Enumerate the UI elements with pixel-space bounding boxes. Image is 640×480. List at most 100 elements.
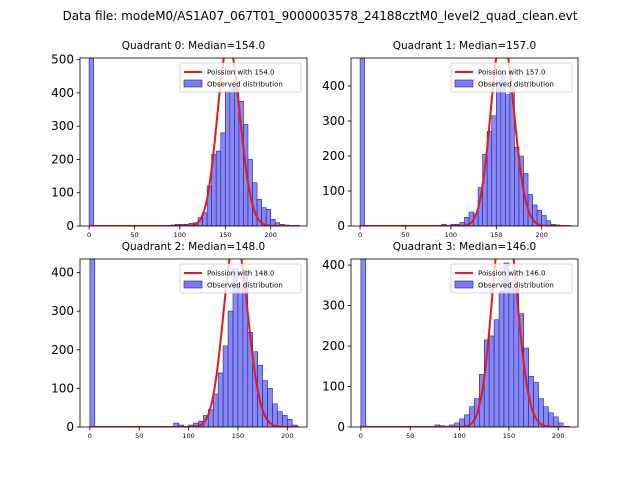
x-tick-label: 200 <box>264 231 276 239</box>
legend-bar-swatch <box>183 79 203 88</box>
legend: Poission with 146.0 Observed distribution <box>450 263 573 294</box>
y-tick-label: 0 <box>66 420 74 434</box>
histogram-bar <box>505 94 511 226</box>
histogram-bar <box>493 319 500 427</box>
y-tick-label: 400 <box>51 86 74 100</box>
axes-frame <box>350 258 579 428</box>
y-tick-label: 200 <box>322 339 345 353</box>
x-tick-label: 50 <box>401 231 409 239</box>
y-tick-label: 200 <box>322 149 345 163</box>
x-tick-label: 50 <box>135 432 143 440</box>
histogram-bar <box>220 132 226 226</box>
legend-line-label: Poission with 157.0 <box>478 69 546 77</box>
poisson-line <box>360 259 571 427</box>
histogram-bar <box>548 412 554 427</box>
legend-bar-label: Observed distribution <box>478 81 554 89</box>
legend-line-label: Poission with 154.0 <box>207 69 275 77</box>
histogram-bar <box>500 73 506 226</box>
histogram-bar <box>495 80 502 226</box>
legend-line-label: Poission with 148.0 <box>207 270 275 278</box>
x-tick-label: 200 <box>281 432 293 440</box>
legend-bar-label: Observed distribution <box>478 282 554 290</box>
legend: Poission with 154.0 Observed distribution <box>179 62 302 93</box>
histogram-bars <box>88 58 300 226</box>
panel-title: Quadrant 2: Median=148.0 <box>122 241 265 253</box>
x-tick-label: 50 <box>406 432 414 440</box>
x-tick-label: 100 <box>182 432 194 440</box>
poisson-line <box>360 58 571 226</box>
histogram-bar <box>217 372 224 427</box>
legend: Poission with 157.0 Observed distribution <box>450 62 573 93</box>
poisson-line <box>89 58 300 226</box>
x-tick-label: 100 <box>174 231 186 239</box>
y-tick-label: 0 <box>337 219 345 233</box>
legend-bar-swatch <box>454 280 474 289</box>
y-tick-label: 200 <box>51 343 74 357</box>
histogram-bar <box>272 403 278 427</box>
x-tick-label: 50 <box>130 231 138 239</box>
histogram-bar <box>491 115 497 226</box>
legend-bar-label: Observed distribution <box>207 282 283 290</box>
histogram-bar <box>282 415 288 427</box>
x-tick-label: 100 <box>453 432 465 440</box>
histogram-bar <box>229 85 235 226</box>
histogram-bar <box>89 259 96 427</box>
histogram-bar <box>212 393 219 427</box>
legend-frame <box>179 263 302 294</box>
y-tick-label: 100 <box>322 184 345 198</box>
histogram-bar <box>543 406 549 427</box>
y-tick-label: 400 <box>322 79 345 93</box>
histogram-bar <box>557 422 564 427</box>
histogram-bar <box>488 335 495 427</box>
y-tick-label: 300 <box>51 119 74 133</box>
panel-quadrant-3: Quadrant 3: Median=146.0 0 100 200 300 400 0 5… <box>322 241 579 440</box>
histogram-bar <box>222 345 229 427</box>
x-tick-label: 200 <box>552 432 564 440</box>
y-tick-label: 300 <box>322 114 345 128</box>
panel-title: Quadrant 3: Median=146.0 <box>393 241 536 253</box>
legend-frame <box>450 62 573 93</box>
y-tick-label: 100 <box>51 186 74 200</box>
axes-frame <box>350 57 579 227</box>
y-tick-label: 300 <box>51 304 74 318</box>
histogram-bar <box>237 287 244 427</box>
x-tick-label: 100 <box>445 231 457 239</box>
x-tick-label: 150 <box>219 231 231 239</box>
x-tick-label: 0 <box>88 432 92 440</box>
histogram-bar <box>545 220 552 226</box>
x-tick-label: 150 <box>232 432 244 440</box>
figure-title: Data file: modeM0/AS1A07_067T01_90000035… <box>63 9 578 23</box>
y-tick-label: 300 <box>322 299 345 313</box>
histogram-bar <box>265 209 271 226</box>
y-tick-label: 500 <box>51 53 74 67</box>
histogram-bars <box>89 259 300 427</box>
histogram-bar <box>88 58 94 226</box>
panel-quadrant-1: Quadrant 1: Median=157.0 0 100 200 300 400 0 5… <box>322 40 579 239</box>
x-tick-label: 0 <box>359 432 363 440</box>
panel-title: Quadrant 0: Median=154.0 <box>122 40 265 52</box>
histogram-bar <box>498 291 505 427</box>
y-tick-label: 100 <box>51 381 74 395</box>
x-tick-label: 150 <box>503 432 515 440</box>
histogram-bars <box>359 58 571 226</box>
y-tick-label: 200 <box>51 152 74 166</box>
legend-frame <box>450 263 573 294</box>
histogram-bar <box>277 411 283 427</box>
histogram-bar <box>227 310 234 427</box>
y-tick-label: 100 <box>322 380 345 394</box>
x-tick-label: 0 <box>358 231 362 239</box>
legend-frame <box>179 62 302 93</box>
y-tick-label: 0 <box>337 420 345 434</box>
legend-bar-swatch <box>454 79 474 88</box>
histogram-bar <box>359 58 365 226</box>
y-tick-label: 400 <box>322 258 345 272</box>
legend-bar-label: Observed distribution <box>207 81 283 89</box>
histogram-bar <box>553 416 559 427</box>
y-tick-label: 0 <box>66 219 74 233</box>
axes-frame <box>79 57 308 227</box>
x-tick-label: 0 <box>87 231 91 239</box>
histogram-bar <box>215 150 222 226</box>
legend-line-label: Poission with 146.0 <box>478 270 546 278</box>
legend-bar-swatch <box>183 280 203 289</box>
